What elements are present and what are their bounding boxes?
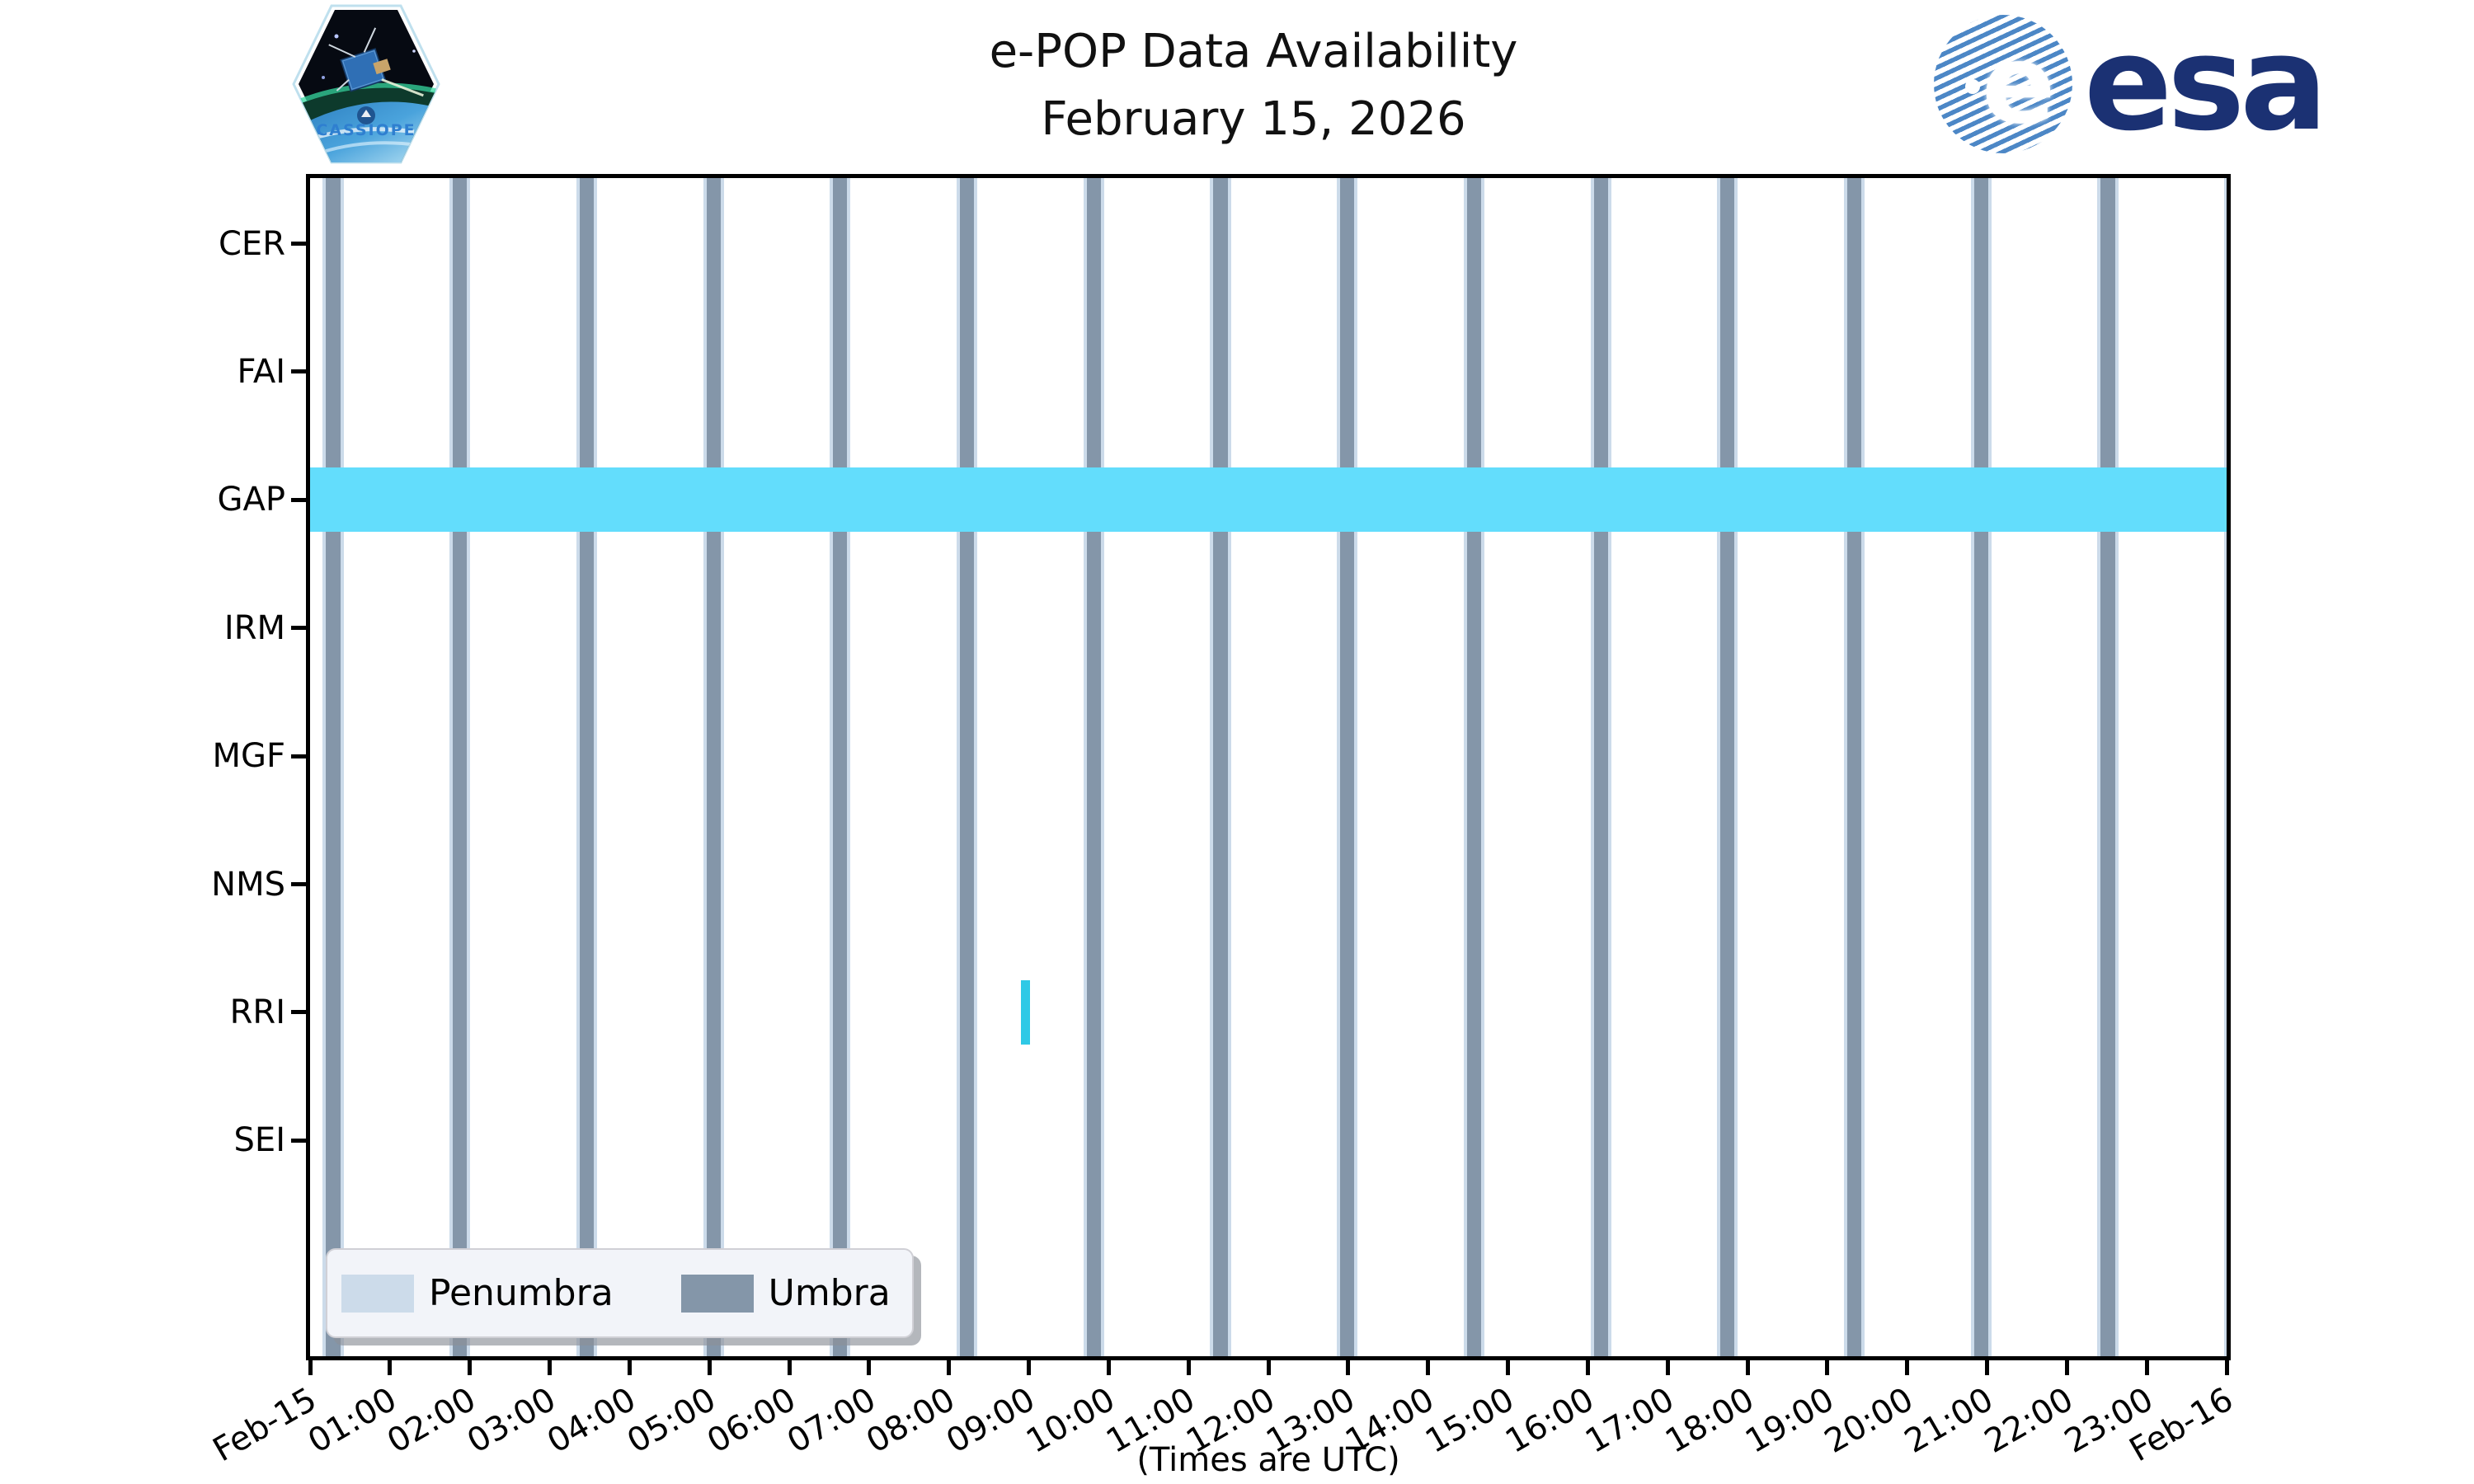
- mission-patch-label: CASSIOPE: [316, 121, 416, 139]
- esa-logo: e esa: [1934, 8, 2328, 160]
- umbra-band: [2097, 178, 2119, 1356]
- x-tick: [2224, 1360, 2229, 1375]
- umbra-band: [449, 178, 471, 1356]
- x-tick-label-1500: 15:00: [1419, 1380, 1521, 1461]
- chart-title-block: e-POP Data Availability February 15, 202…: [990, 18, 1518, 153]
- x-tick-label-1700: 17:00: [1578, 1380, 1681, 1461]
- x-axis-caption: (Times are UTC): [1136, 1441, 1400, 1479]
- legend-swatch-penumbra: [341, 1274, 414, 1313]
- x-tick: [627, 1360, 632, 1375]
- x-tick-label-1000: 10:00: [1020, 1380, 1122, 1461]
- y-tick-label-rri: RRI: [229, 993, 285, 1031]
- y-tick: [291, 882, 306, 886]
- y-tick-label-gap: GAP: [217, 481, 285, 519]
- umbra-band: [576, 178, 598, 1356]
- y-tick: [291, 242, 306, 246]
- x-tick: [707, 1360, 712, 1375]
- legend-swatch-umbra: [680, 1274, 754, 1313]
- x-tick-label-0700: 07:00: [780, 1380, 882, 1461]
- umbra-band: [830, 178, 851, 1356]
- x-tick-label-1900: 19:00: [1738, 1380, 1841, 1461]
- x-tick: [1905, 1360, 1910, 1375]
- x-tick-label-2000: 20:00: [1818, 1380, 1921, 1461]
- x-tick: [947, 1360, 952, 1375]
- x-tick: [1585, 1360, 1590, 1375]
- x-tick-label-2100: 21:00: [1898, 1380, 2000, 1461]
- esa-emblem-e-glyph: e: [1982, 21, 2056, 148]
- esa-emblem-star-dot: [1965, 79, 1980, 94]
- x-tick: [1825, 1360, 1830, 1375]
- y-tick: [291, 369, 306, 374]
- cassiope-mission-patch: CASSIOPE: [292, 4, 440, 164]
- umbra-band: [1970, 178, 1992, 1356]
- x-tick: [1027, 1360, 1031, 1375]
- legend-label-umbra: Umbra: [768, 1272, 891, 1314]
- y-tick: [291, 1138, 306, 1143]
- x-tick: [1346, 1360, 1351, 1375]
- umbra-band: [322, 178, 344, 1356]
- x-tick: [2064, 1360, 2069, 1375]
- y-tick-label-mgf: MGF: [212, 737, 285, 776]
- x-tick: [867, 1360, 872, 1375]
- x-tick-label-2200: 22:00: [1978, 1380, 2080, 1461]
- esa-emblem-icon: e: [1934, 15, 2072, 153]
- y-tick: [291, 626, 306, 631]
- x-tick-label-0600: 06:00: [700, 1380, 802, 1461]
- x-tick: [1506, 1360, 1510, 1375]
- y-tick: [291, 754, 306, 758]
- x-tick-label-0300: 03:00: [461, 1380, 562, 1461]
- x-tick: [787, 1360, 792, 1375]
- y-tick: [291, 497, 306, 502]
- y-tick-label-sei: SEI: [233, 1121, 285, 1160]
- x-tick: [1665, 1360, 1670, 1375]
- x-tick: [1186, 1360, 1191, 1375]
- x-tick: [548, 1360, 552, 1375]
- y-tick-label-irm: IRM: [223, 608, 285, 647]
- umbra-band: [1083, 178, 1104, 1356]
- umbra-band: [703, 178, 724, 1356]
- x-tick-label-0900: 09:00: [940, 1380, 1042, 1461]
- x-tick: [468, 1360, 473, 1375]
- umbra-band: [1717, 178, 1738, 1356]
- umbra-band: [1843, 178, 1865, 1356]
- umbra-band: [957, 178, 978, 1356]
- plot-area: [310, 178, 2227, 1356]
- y-tick: [291, 1010, 306, 1015]
- chart-title: e-POP Data Availability: [989, 25, 1518, 78]
- x-tick-label-feb-15: Feb-15: [206, 1380, 323, 1470]
- x-tick: [308, 1360, 313, 1375]
- chart-subtitle: February 15, 2026: [1041, 92, 1466, 146]
- x-tick: [388, 1360, 393, 1375]
- x-tick-label-0200: 02:00: [381, 1380, 483, 1461]
- umbra-band: [1210, 178, 1231, 1356]
- y-tick-label-cer: CER: [219, 224, 285, 263]
- x-tick-label-0800: 08:00: [860, 1380, 962, 1461]
- y-tick-label-nms: NMS: [211, 865, 285, 904]
- umbra-band: [1337, 178, 1358, 1356]
- legend-label-penumbra: Penumbra: [429, 1272, 614, 1314]
- x-tick-label-1800: 18:00: [1658, 1380, 1761, 1461]
- x-tick: [1106, 1360, 1111, 1375]
- availability-band-gap: [310, 467, 2227, 533]
- x-tick-label-1600: 16:00: [1499, 1380, 1601, 1461]
- x-tick-label-0400: 04:00: [541, 1380, 642, 1461]
- x-tick: [1985, 1360, 1989, 1375]
- x-tick: [2144, 1360, 2149, 1375]
- umbra-band: [1463, 178, 1484, 1356]
- y-tick-label-fai: FAI: [237, 352, 286, 391]
- umbra-band: [2224, 178, 2227, 1356]
- x-tick: [1266, 1360, 1271, 1375]
- x-tick: [1745, 1360, 1750, 1375]
- availability-band-rri: [1020, 979, 1031, 1045]
- x-tick-label-0500: 05:00: [620, 1380, 722, 1461]
- umbra-band: [1590, 178, 1611, 1356]
- esa-wordmark: esa: [2084, 8, 2328, 160]
- legend: Penumbra Umbra: [326, 1248, 914, 1338]
- x-tick-label-0100: 01:00: [301, 1380, 403, 1461]
- satellite-icon: [328, 27, 424, 97]
- x-tick: [1426, 1360, 1431, 1375]
